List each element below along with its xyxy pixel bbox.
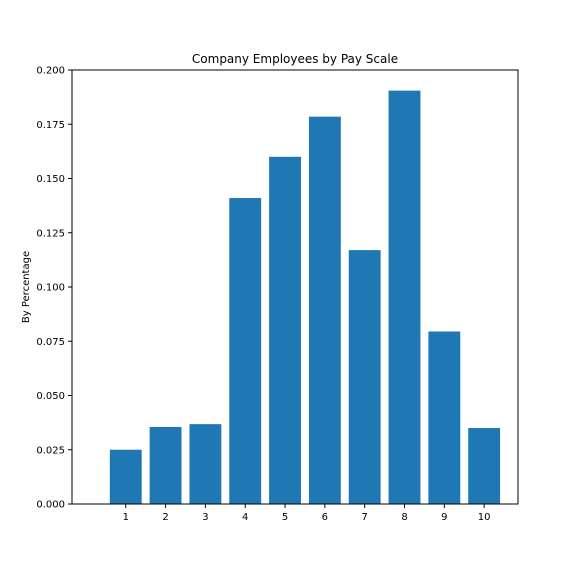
- bar-3: [189, 424, 222, 504]
- x-tick-label: 6: [322, 512, 328, 523]
- x-tick-label: 8: [401, 512, 407, 523]
- x-tick-label: 5: [282, 512, 288, 523]
- y-axis-label: By Percentage: [21, 251, 32, 323]
- bar-9: [428, 331, 461, 504]
- chart-title: Company Employees by Pay Scale: [192, 52, 398, 66]
- bar-1: [109, 449, 142, 504]
- x-tick-label: 9: [441, 512, 447, 523]
- bar-10: [468, 428, 501, 504]
- y-tick-label: 0.125: [36, 228, 65, 239]
- bar-4: [229, 198, 262, 504]
- x-tick-label: 10: [478, 512, 491, 523]
- y-tick-label: 0.150: [36, 174, 65, 185]
- y-tick-label: 0.200: [36, 66, 65, 77]
- bar-5: [269, 156, 301, 505]
- x-tick-label: 4: [242, 512, 248, 523]
- x-tick-label: 1: [123, 512, 129, 523]
- bar-8: [388, 90, 421, 505]
- x-tick-label: 3: [202, 512, 208, 523]
- y-axis-ticks: 0.000 0.025 0.050 0.075 0.100 0.125 0.150 0.175…: [36, 66, 72, 511]
- y-tick-label: 0.100: [36, 283, 65, 294]
- y-tick-label: 0.075: [36, 337, 65, 348]
- bar-6: [308, 116, 341, 504]
- x-axis-ticks: 1 2 3 4 5 6 7 8 9 10: [123, 504, 491, 523]
- bars-group: [109, 90, 501, 505]
- plot-frame: [71, 69, 519, 505]
- x-tick-label: 2: [162, 512, 168, 523]
- y-tick-label: 0.000: [36, 500, 65, 511]
- bar-2: [149, 426, 182, 504]
- y-tick-label: 0.050: [36, 391, 65, 402]
- y-tick-label: 0.025: [36, 445, 65, 456]
- x-tick-label: 7: [362, 512, 368, 523]
- bar-7: [348, 250, 381, 504]
- y-tick-label: 0.175: [36, 120, 65, 131]
